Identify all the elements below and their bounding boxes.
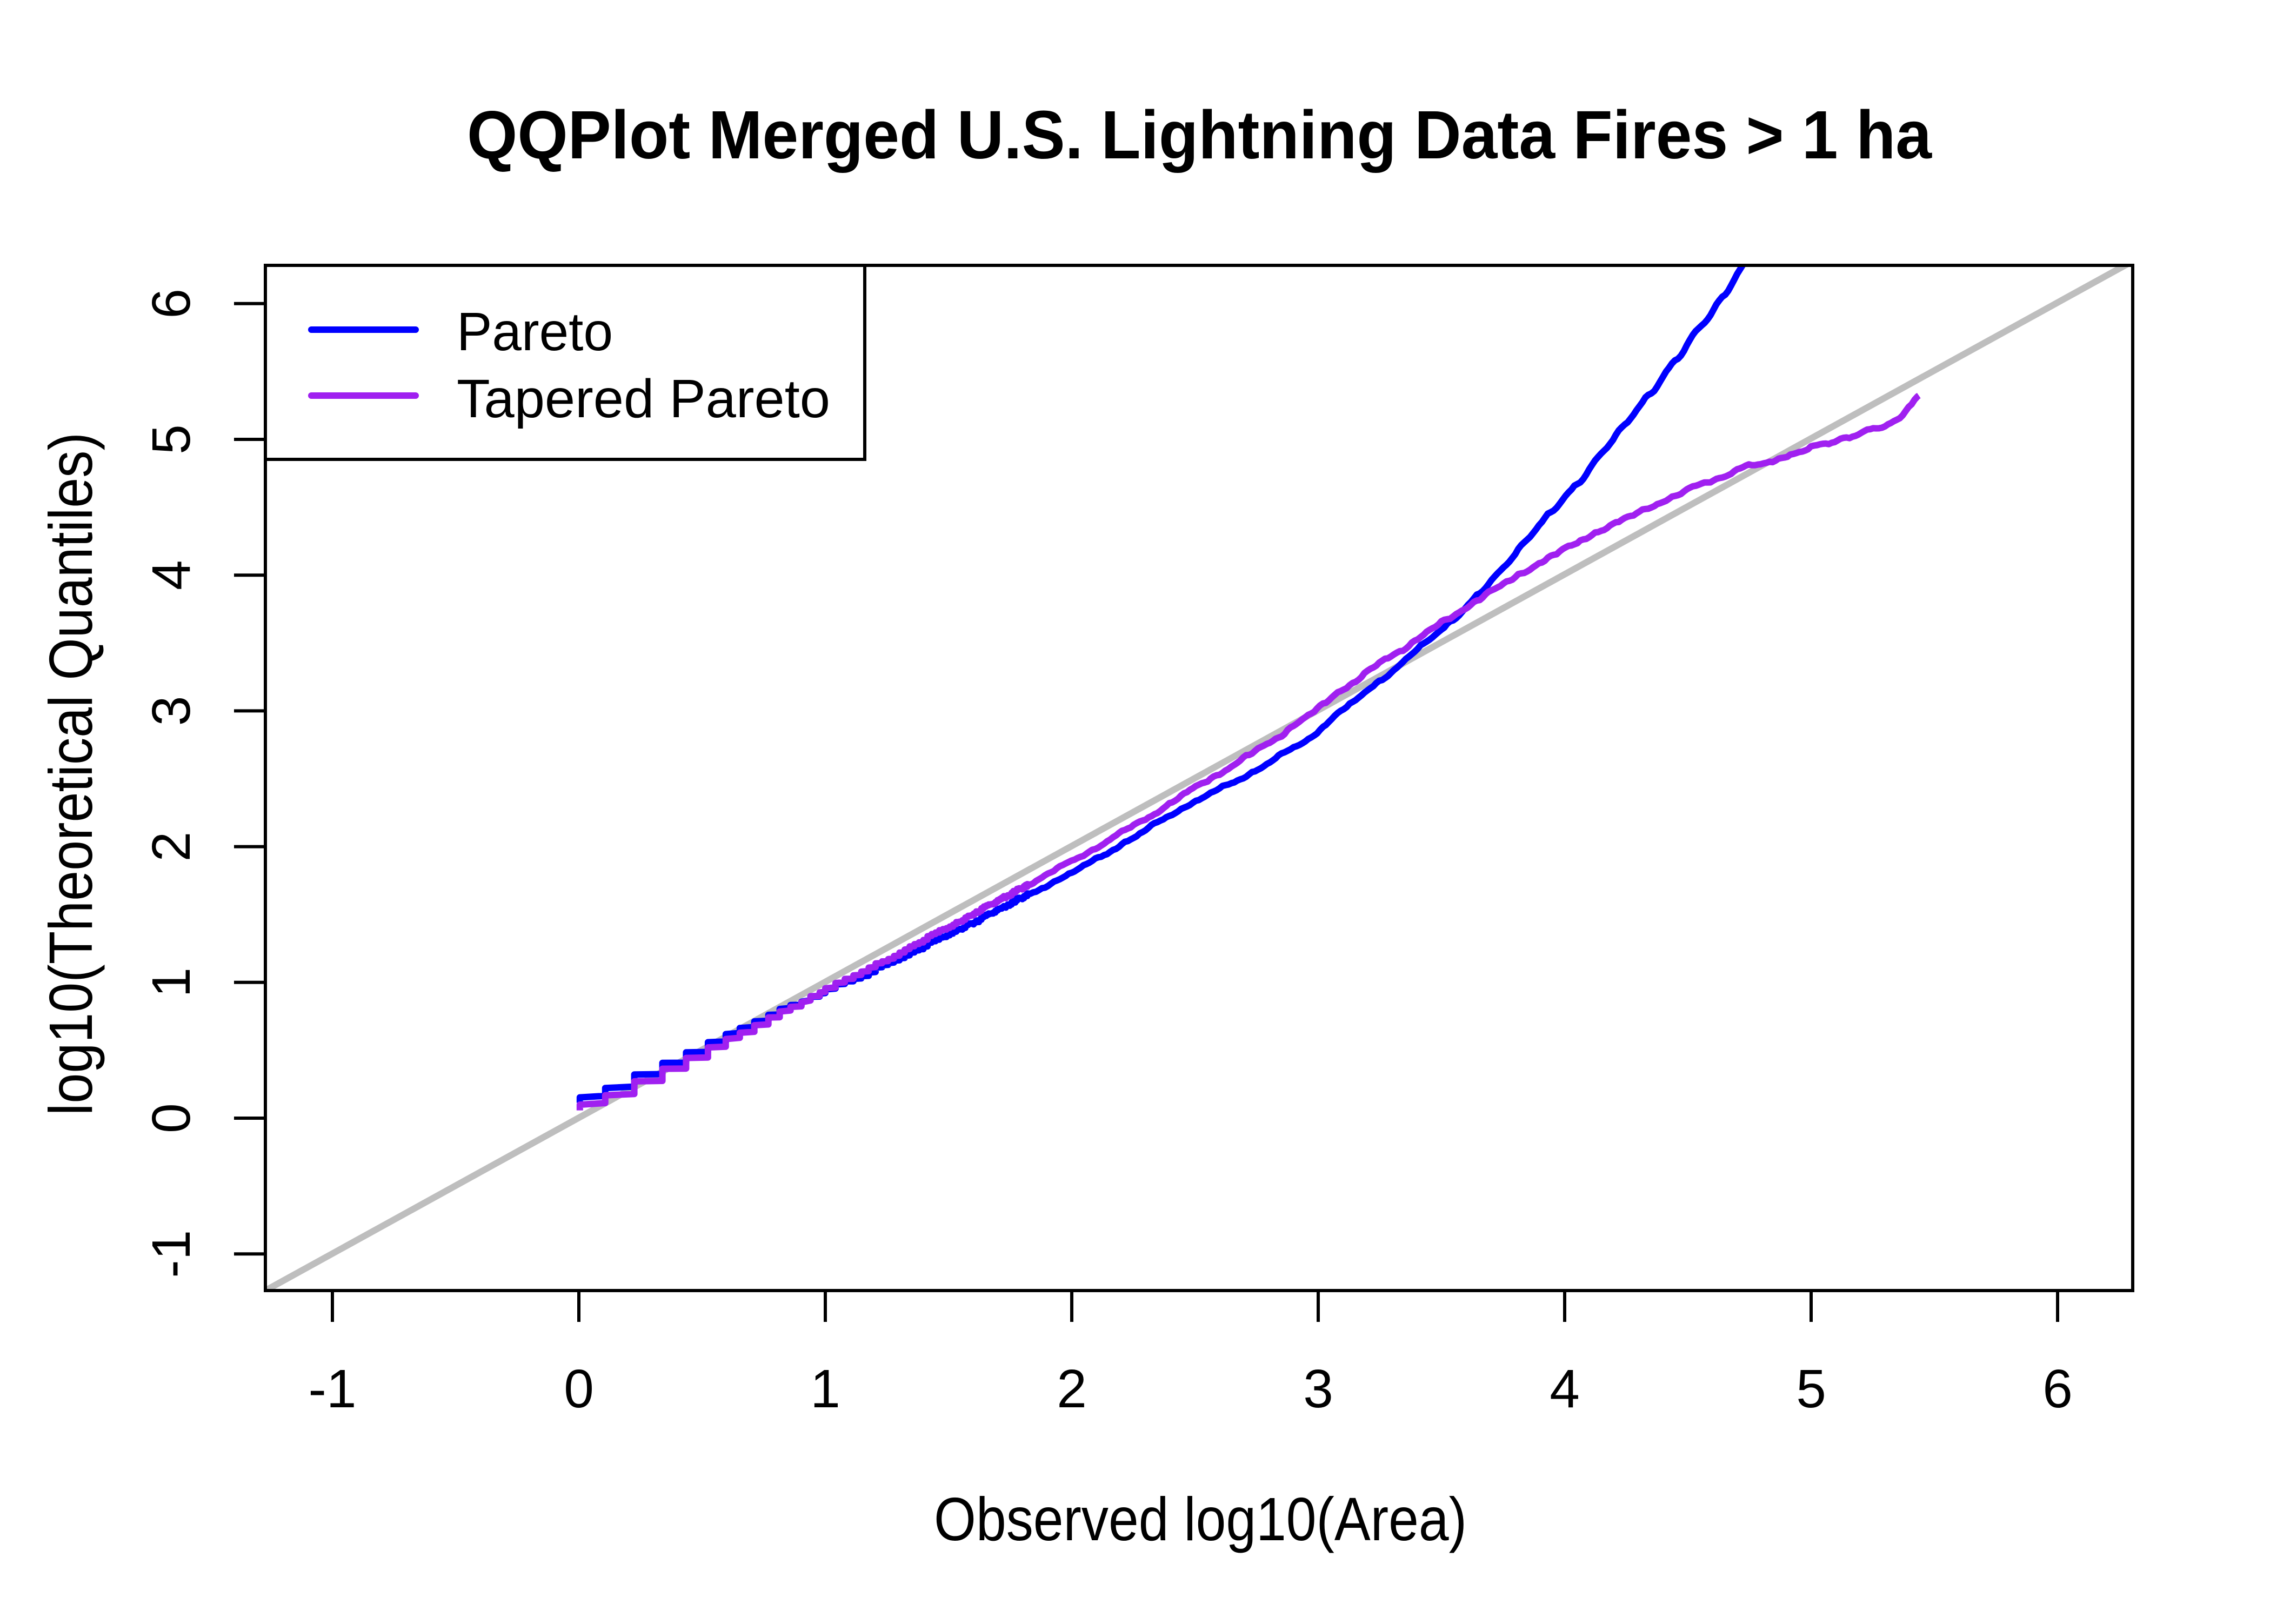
svg-text:6: 6 [141, 289, 202, 319]
svg-text:4: 4 [1550, 1359, 1580, 1419]
svg-text:log10(Theoretical Quantiles): log10(Theoretical Quantiles) [37, 432, 105, 1115]
svg-text:2: 2 [1057, 1359, 1087, 1419]
svg-text:4: 4 [141, 560, 202, 590]
svg-text:Pareto: Pareto [457, 302, 613, 362]
svg-text:0: 0 [564, 1359, 594, 1419]
svg-text:1: 1 [141, 967, 202, 998]
svg-text:2: 2 [141, 832, 202, 862]
svg-text:-1: -1 [309, 1359, 357, 1419]
svg-text:5: 5 [141, 424, 202, 455]
svg-text:-1: -1 [141, 1230, 202, 1278]
svg-text:Observed log10(Area): Observed log10(Area) [934, 1485, 1467, 1553]
svg-text:3: 3 [1303, 1359, 1333, 1419]
svg-text:5: 5 [1796, 1359, 1826, 1419]
svg-text:3: 3 [141, 696, 202, 726]
svg-text:6: 6 [2042, 1359, 2073, 1419]
svg-text:Tapered Pareto: Tapered Pareto [457, 369, 830, 429]
svg-text:QQPlot Merged U.S. Lightning D: QQPlot Merged U.S. Lightning Data Fires … [467, 97, 1932, 173]
svg-text:1: 1 [810, 1359, 840, 1419]
svg-text:0: 0 [141, 1103, 202, 1133]
